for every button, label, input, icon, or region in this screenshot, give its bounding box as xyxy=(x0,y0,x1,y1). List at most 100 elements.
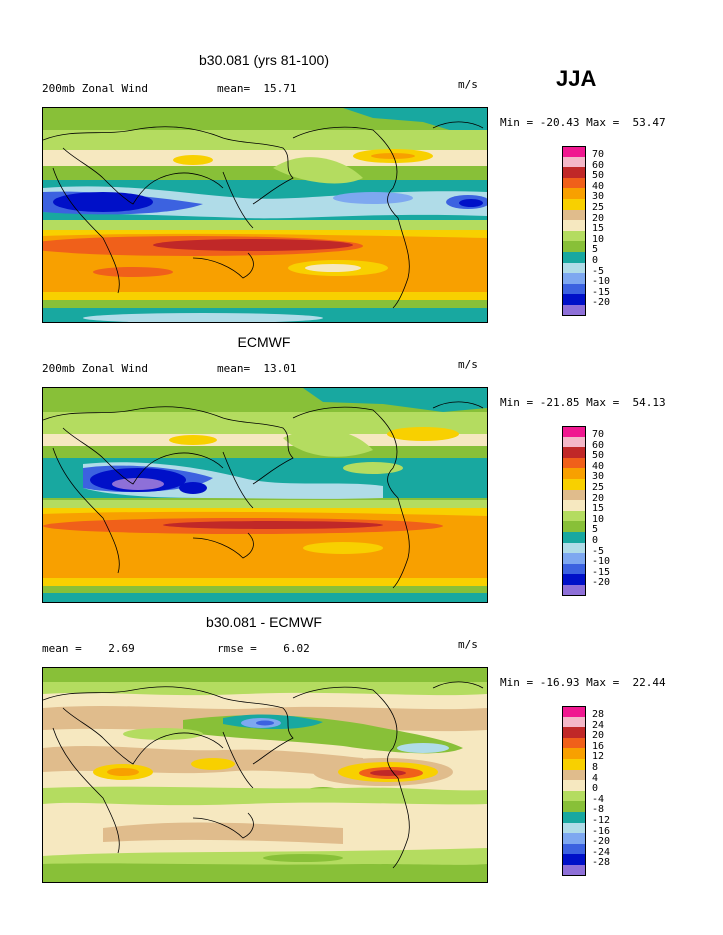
legend-swatch xyxy=(562,737,586,749)
season-label: JJA xyxy=(556,66,597,91)
legend-label: -12 xyxy=(592,814,611,826)
legend-swatch xyxy=(562,241,586,252)
legend-label: 70 xyxy=(592,149,605,160)
panel-3-legend: 28 24 20 16 12 8 4 0 -4 -8 -12 -16 -20 -… xyxy=(562,706,652,876)
legend-swatch xyxy=(562,262,586,274)
legend-label: 25 xyxy=(592,201,605,213)
legend-swatch xyxy=(562,198,586,210)
legend-label: -10 xyxy=(592,556,611,568)
legend-label: 60 xyxy=(592,159,605,171)
legend-label: 30 xyxy=(592,471,605,483)
legend-swatch xyxy=(562,436,586,448)
legend-swatch xyxy=(562,801,586,812)
legend-label: 50 xyxy=(592,450,605,462)
panel-1-legend: 70 60 50 40 30 25 20 15 10 5 0 -5 -10 -1… xyxy=(562,146,652,316)
legend-swatch xyxy=(562,769,586,781)
panel-2-minmax: Min = -21.85 Max = 54.13 xyxy=(500,396,666,409)
legend-label: -15 xyxy=(592,566,611,578)
legend-swatch xyxy=(562,188,586,199)
legend-swatch xyxy=(562,478,586,490)
legend-swatch xyxy=(562,489,586,501)
legend-label: 28 xyxy=(592,709,605,720)
legend-label: 0 xyxy=(592,534,599,546)
legend-swatch xyxy=(562,304,586,316)
panel-2-mean-label: mean= 13.01 xyxy=(217,362,297,375)
legend-label: -20 xyxy=(592,577,611,589)
legend-swatch xyxy=(562,584,586,596)
legend-label: 40 xyxy=(592,180,605,192)
panel-2-units: m/s xyxy=(458,358,478,371)
legend-label: 20 xyxy=(592,492,605,504)
legend-swatch xyxy=(562,209,586,221)
legend-label: 12 xyxy=(592,751,605,763)
legend-swatch xyxy=(562,521,586,532)
legend-label: 30 xyxy=(592,191,605,203)
legend-swatch xyxy=(562,833,586,844)
legend-label: 10 xyxy=(592,513,605,525)
panel-2-left-label: 200mb Zonal Wind xyxy=(42,362,148,375)
legend-label: -5 xyxy=(592,265,605,277)
legend-swatch xyxy=(562,230,586,242)
legend-swatch xyxy=(562,457,586,469)
panel-3-rmse-label: rmse = 6.02 xyxy=(217,642,310,655)
legend-label: 25 xyxy=(592,481,605,493)
panel-3-left-label: mean = 2.69 xyxy=(42,642,135,655)
panel-1-units: m/s xyxy=(458,78,478,91)
legend-swatch xyxy=(562,748,586,759)
legend-label: 20 xyxy=(592,212,605,224)
legend-label: 20 xyxy=(592,730,605,742)
legend-swatch xyxy=(562,294,586,305)
legend-label: 5 xyxy=(592,524,599,536)
panel-2-legend: 70 60 50 40 30 25 20 15 10 5 0 -5 -10 -1… xyxy=(562,426,652,596)
panel-3-units: m/s xyxy=(458,638,478,651)
legend-label: 60 xyxy=(592,439,605,451)
legend-swatch xyxy=(562,447,586,458)
legend-label: -8 xyxy=(592,804,605,816)
legend-swatch xyxy=(562,251,586,263)
legend-label: 0 xyxy=(592,254,599,266)
panel-2-title: ECMWF xyxy=(237,334,291,350)
legend-swatch xyxy=(562,716,586,728)
legend-label: 70 xyxy=(592,429,605,440)
legend-label: 50 xyxy=(592,170,605,182)
panel-1-title: b30.081 (yrs 81-100) xyxy=(199,52,329,68)
panel-3-map xyxy=(42,667,488,883)
legend-label: 0 xyxy=(592,783,599,795)
legend-swatch xyxy=(562,167,586,178)
panel-1-left-label: 200mb Zonal Wind xyxy=(42,82,148,95)
legend-label: 10 xyxy=(592,233,605,245)
panel-3-title: b30.081 - ECMWF xyxy=(206,614,322,630)
legend-swatch xyxy=(562,500,586,511)
legend-swatch xyxy=(562,426,586,437)
legend-swatch xyxy=(562,780,586,791)
legend-swatch xyxy=(562,156,586,168)
legend-label: 40 xyxy=(592,460,605,472)
legend-label: -16 xyxy=(592,825,611,837)
legend-label: -24 xyxy=(592,846,611,858)
legend-label: 5 xyxy=(592,244,599,256)
legend-swatch xyxy=(562,553,586,564)
legend-swatch xyxy=(562,220,586,231)
legend-label: -10 xyxy=(592,276,611,288)
legend-swatch xyxy=(562,146,586,157)
legend-swatch xyxy=(562,563,586,575)
legend-label: -20 xyxy=(592,297,611,309)
panel-2-map xyxy=(42,387,488,603)
legend-label: 4 xyxy=(592,772,599,784)
legend-swatch xyxy=(562,542,586,554)
legend-swatch xyxy=(562,468,586,479)
legend-label: -5 xyxy=(592,545,605,557)
legend-swatch xyxy=(562,510,586,522)
legend-swatch xyxy=(562,864,586,876)
panel-1-minmax: Min = -20.43 Max = 53.47 xyxy=(500,116,666,129)
legend-swatch xyxy=(562,273,586,284)
legend-swatch xyxy=(562,843,586,855)
legend-swatch xyxy=(562,790,586,802)
legend-swatch xyxy=(562,706,586,717)
legend-swatch xyxy=(562,574,586,585)
legend-label: 16 xyxy=(592,740,605,752)
legend-swatch xyxy=(562,177,586,189)
legend-swatch xyxy=(562,758,586,770)
legend-label: 8 xyxy=(592,761,599,773)
legend-label: -4 xyxy=(592,793,605,805)
